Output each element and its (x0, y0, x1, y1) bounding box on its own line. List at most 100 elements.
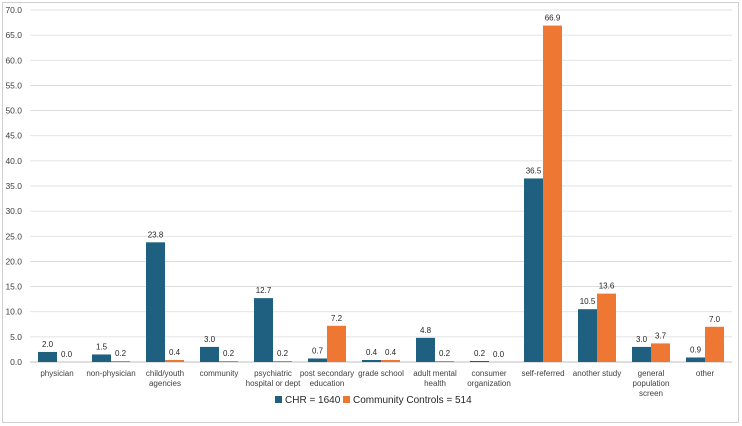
x-category-label-line: adult mental (413, 369, 457, 378)
data-label: 4.8 (420, 326, 432, 335)
data-label: 2.0 (42, 340, 54, 349)
bar-chr (470, 360, 489, 362)
bar-chr (686, 357, 705, 362)
y-tick-label: 0.0 (10, 357, 22, 367)
x-category-label-line: self-referred (521, 369, 564, 378)
bar-controls (381, 359, 400, 362)
y-tick-label: 35.0 (5, 181, 22, 191)
y-tick-label: 70.0 (5, 5, 22, 15)
data-label: 0.7 (312, 346, 324, 355)
x-category-label-line: psychiatric (254, 369, 292, 378)
bar-controls (327, 325, 346, 362)
x-category-label: community (200, 369, 239, 378)
data-label: 0.4 (366, 348, 378, 357)
bar-chr (146, 242, 165, 362)
x-category-label-line: community (200, 369, 239, 378)
data-label: 3.7 (655, 331, 667, 340)
data-label: 3.0 (636, 335, 648, 344)
bar-chr (632, 346, 651, 362)
bar-chr (524, 178, 543, 362)
y-tick-label: 65.0 (5, 30, 22, 40)
y-tick-label: 50.0 (5, 106, 22, 116)
legend-label: Community Controls = 514 (353, 395, 472, 406)
x-category-label: general population screen (633, 369, 670, 398)
data-label: 0.9 (690, 345, 702, 354)
bar-chr (308, 358, 327, 362)
y-tick-label: 20.0 (5, 256, 22, 266)
x-category-label: another study (573, 369, 621, 378)
bar-chr (92, 354, 111, 362)
bar-controls (165, 359, 184, 362)
x-category-label: grade school (358, 369, 404, 378)
y-tick-label: 30.0 (5, 206, 22, 216)
x-category-label: post secondary education (300, 369, 354, 388)
x-category-label-line: grade school (358, 369, 404, 378)
data-label: 13.6 (599, 282, 615, 291)
x-category-label-line: organization (467, 379, 511, 388)
legend-swatch (275, 396, 282, 403)
data-label: 0.2 (223, 349, 235, 358)
y-tick-label: 25.0 (5, 231, 22, 241)
bar-chr (416, 337, 435, 362)
x-category-label: physician (40, 369, 73, 378)
y-tick-label: 40.0 (5, 156, 22, 166)
x-category-label: psychiatric hospital or dept (246, 369, 301, 388)
data-label: 0.2 (277, 349, 289, 358)
data-label: 10.5 (580, 297, 596, 306)
x-category-label-line: child/youth (146, 369, 184, 378)
bar-chr (38, 351, 57, 362)
data-label: 0.0 (493, 350, 505, 359)
x-category-label-line: physician (40, 369, 73, 378)
data-label: 7.0 (709, 315, 721, 324)
x-category-label-line: health (424, 379, 446, 388)
bar-chr (578, 309, 597, 362)
bar-controls (597, 293, 616, 362)
x-category-label-line: post secondary (300, 369, 354, 378)
x-category-label: child/youth agencies (146, 369, 184, 388)
x-category-label-line: consumer (471, 369, 506, 378)
x-category-label-line: screen (639, 389, 663, 398)
y-tick-label: 5.0 (10, 332, 22, 342)
x-category-label-line: population (633, 379, 670, 388)
data-label: 23.8 (148, 230, 164, 239)
bar-chr (200, 346, 219, 362)
y-tick-label: 55.0 (5, 80, 22, 90)
bar-controls (543, 25, 562, 363)
bar-controls (219, 360, 238, 362)
x-category-label-line: general (638, 369, 665, 378)
x-category-label: non-physician (86, 369, 135, 378)
x-category-label-line: another study (573, 369, 621, 378)
data-label: 0.4 (169, 348, 181, 357)
data-label: 0.4 (385, 348, 397, 357)
bar-controls (435, 360, 454, 362)
data-label: 12.7 (256, 286, 272, 295)
legend-label: CHR = 1640 (285, 395, 341, 406)
bar-chr (254, 298, 273, 362)
bar-controls (111, 360, 130, 362)
x-category-label: self-referred (521, 369, 564, 378)
bar-controls (651, 343, 670, 362)
bar-chr (362, 359, 381, 362)
y-tick-label: 15.0 (5, 282, 22, 292)
x-category-label: adult mental health (413, 369, 457, 388)
bar-controls (705, 326, 724, 362)
legend-swatch (343, 396, 350, 403)
data-label: 3.0 (204, 335, 216, 344)
x-category-label-line: non-physician (86, 369, 135, 378)
data-label: 36.5 (526, 166, 542, 175)
x-category-label: consumer organization (467, 369, 511, 388)
x-category-label: other (696, 369, 715, 378)
data-label: 0.0 (61, 350, 73, 359)
data-label: 0.2 (439, 349, 451, 358)
x-category-label-line: agencies (149, 379, 181, 388)
y-tick-label: 45.0 (5, 131, 22, 141)
y-tick-label: 10.0 (5, 307, 22, 317)
x-category-label-line: education (310, 379, 345, 388)
x-category-label-line: hospital or dept (246, 379, 301, 388)
data-label: 66.9 (545, 14, 561, 23)
data-label: 0.2 (474, 349, 486, 358)
data-label: 0.2 (115, 349, 127, 358)
x-category-label-line: other (696, 369, 715, 378)
